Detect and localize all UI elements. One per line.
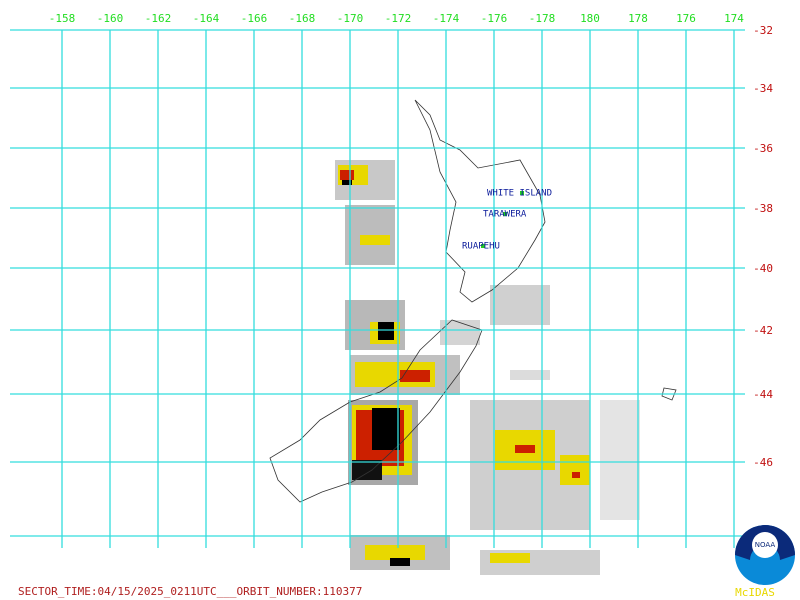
latitude-label: -46 <box>753 456 773 469</box>
longitude-label: 176 <box>676 12 696 25</box>
volcano-marker <box>520 191 524 195</box>
volcano-label: TARAWERA <box>483 210 527 220</box>
longitude-label: -158 <box>49 12 76 25</box>
longitude-label: -168 <box>289 12 316 25</box>
latitude-label: -34 <box>753 82 773 95</box>
volcano-marker <box>481 244 485 248</box>
longitude-label: -178 <box>529 12 556 25</box>
longitude-label: 180 <box>580 12 600 25</box>
latitude-label: -38 <box>753 202 773 215</box>
coastline <box>269 99 677 503</box>
latitude-label: -42 <box>753 324 773 337</box>
sector-time: SECTOR_TIME:04/15/2025_0211UTC___ORBIT_N… <box>18 585 362 598</box>
longitude-label: -176 <box>481 12 508 25</box>
logo-text: NOAA <box>755 541 776 549</box>
latitude-label: -44 <box>753 388 773 401</box>
volcano-label: WHITE ISLAND <box>487 189 552 199</box>
cloud-field <box>335 160 640 575</box>
graticule <box>10 29 745 548</box>
logo-subtext: McIDAS <box>735 586 775 599</box>
longitude-label: -162 <box>145 12 172 25</box>
longitude-label: -160 <box>97 12 124 25</box>
longitude-label: 178 <box>628 12 648 25</box>
longitude-label: -174 <box>433 12 460 25</box>
longitude-label: -170 <box>337 12 364 25</box>
latitude-label: -36 <box>753 142 773 155</box>
longitude-label: -166 <box>241 12 268 25</box>
volcano-label: RUAPEHU <box>462 242 500 252</box>
latitude-label: -32 <box>753 24 773 37</box>
noaa-logo: NOAA McIDAS <box>735 525 795 599</box>
longitude-label: -172 <box>385 12 412 25</box>
longitude-label: -164 <box>193 12 220 25</box>
latitude-label: -40 <box>753 262 773 275</box>
longitude-label: 174 <box>724 12 744 25</box>
volcano-marker <box>503 212 507 216</box>
